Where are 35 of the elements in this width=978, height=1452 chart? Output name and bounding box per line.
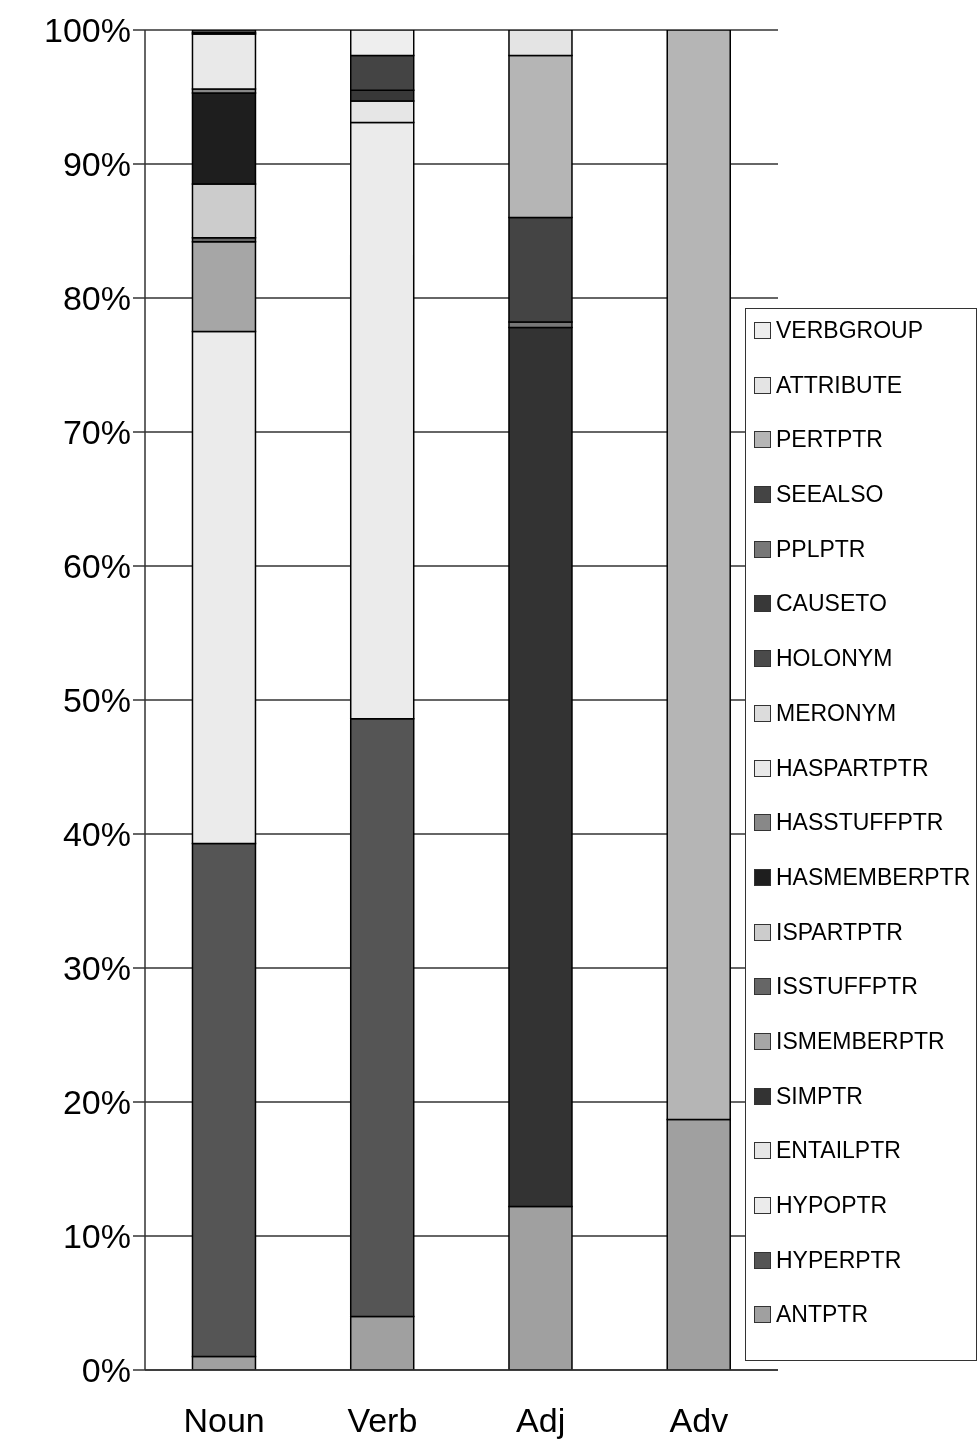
- legend-label: CAUSETO: [776, 590, 888, 617]
- y-tick-label: 40%: [62, 815, 131, 854]
- legend-label: ATTRIBUTE: [776, 371, 904, 398]
- x-tick-label: Adv: [669, 1401, 729, 1440]
- legend-label: ANTPTR: [776, 1301, 869, 1328]
- legend-label: PERTPTR: [776, 426, 884, 453]
- y-tick-label: 50%: [62, 681, 131, 720]
- bar: [191, 33, 257, 90]
- legend-label: PPLPTR: [776, 535, 867, 562]
- y-tick-label: 30%: [62, 949, 131, 988]
- y-tick-label: 60%: [62, 547, 131, 586]
- y-tick-label: 80%: [62, 279, 131, 318]
- legend-label: ENTAILPTR: [776, 1137, 902, 1164]
- legend-label: ISSTUFFPTR: [776, 973, 919, 1000]
- legend-label: HASSTUFFPTR: [776, 809, 945, 836]
- legend-label: MERONYM: [776, 699, 898, 726]
- x-tick-label: Verb: [347, 1401, 418, 1440]
- legend-label: HASMEMBERPTR: [776, 863, 972, 890]
- y-tick-label: 10%: [62, 1217, 131, 1256]
- y-tick-label: 90%: [62, 145, 131, 184]
- x-tick-label: Noun: [183, 1401, 265, 1440]
- x-tick-label: Adj: [516, 1401, 566, 1440]
- legend-label: HYPERPTR: [776, 1246, 903, 1273]
- legend-label: HOLONYM: [776, 645, 894, 672]
- y-tick-label: 70%: [62, 413, 131, 452]
- legend-label: VERBGROUP: [776, 317, 924, 343]
- y-tick-label: 100%: [44, 11, 131, 50]
- legend-label: ISPARTPTR: [776, 918, 904, 945]
- legend-label: SIMPTR: [776, 1082, 864, 1109]
- legend-label: SEEALSO: [776, 481, 885, 508]
- legend-label: HYPOPTR: [776, 1192, 889, 1218]
- y-tick-label: 0%: [81, 1351, 131, 1390]
- y-tick-label: 20%: [62, 1083, 131, 1122]
- legend-label: HASPARTPTR: [776, 754, 930, 781]
- legend-label: ISMEMBERPTR: [776, 1027, 946, 1054]
